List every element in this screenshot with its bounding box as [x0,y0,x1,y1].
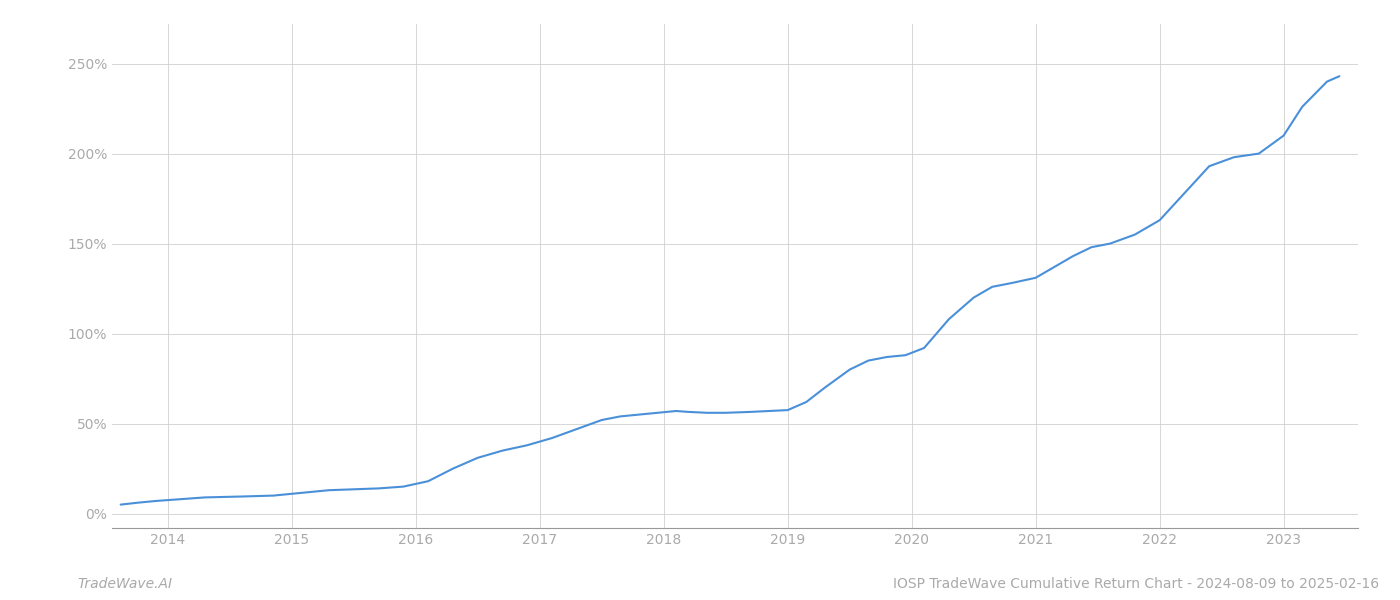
Text: TradeWave.AI: TradeWave.AI [77,577,172,591]
Text: IOSP TradeWave Cumulative Return Chart - 2024-08-09 to 2025-02-16: IOSP TradeWave Cumulative Return Chart -… [893,577,1379,591]
